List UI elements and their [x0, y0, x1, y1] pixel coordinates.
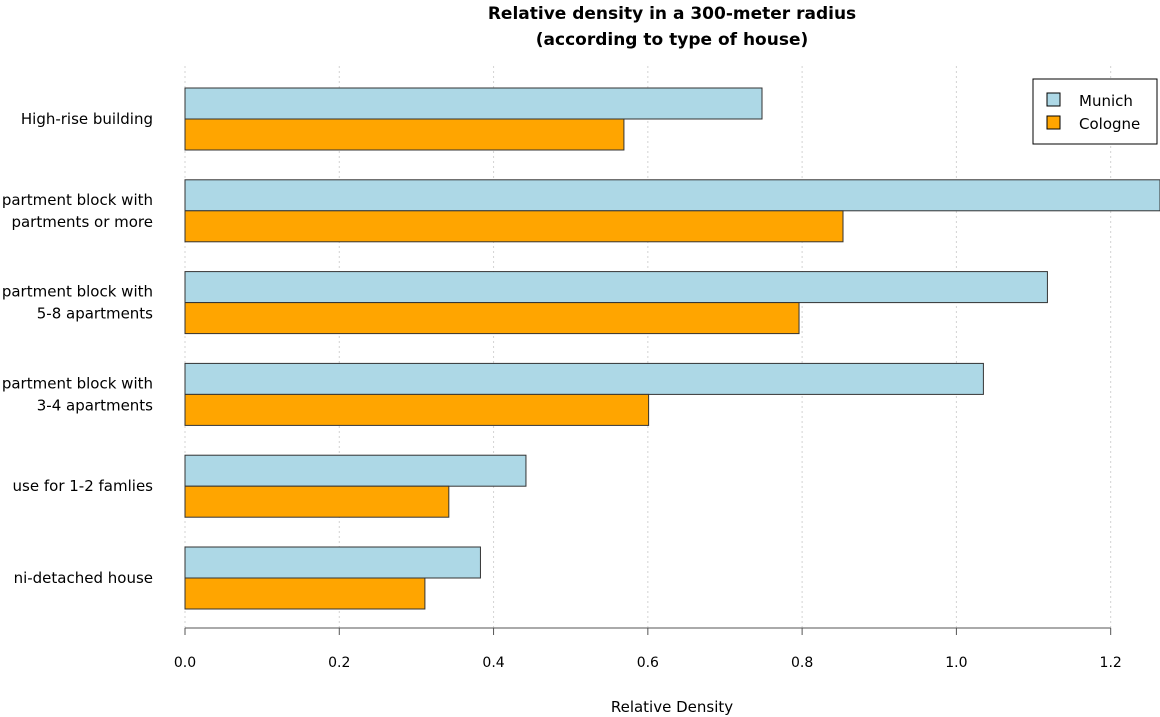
- bar-munich: [184, 87, 763, 120]
- bar-munich: [184, 362, 984, 395]
- x-axis: 0.0 0.2 0.4 0.6 0.8 1.0 1.2: [174, 627, 1122, 671]
- category-label: partment block with: [2, 283, 153, 301]
- category-label: partment block with: [2, 374, 153, 392]
- legend-swatch-munich: [1046, 92, 1061, 107]
- chart-title: Relative density in a 300-meter radius: [488, 4, 856, 24]
- x-tick-label: 0.4: [482, 655, 504, 671]
- legend: Munich Cologne: [1032, 78, 1158, 145]
- bar-munich: [184, 454, 527, 487]
- bar-cologne: [184, 302, 800, 335]
- category-label: 5-8 apartments: [37, 305, 153, 323]
- category-label: partment block with: [2, 191, 153, 209]
- bar-munich: [184, 271, 1048, 304]
- category-label: 3-4 apartments: [37, 396, 153, 414]
- category-label: partments or more: [11, 213, 153, 231]
- x-tick-label: 1.0: [945, 655, 967, 671]
- grid-lines: [184, 66, 1112, 628]
- legend-box: [1032, 78, 1158, 145]
- category-label: ni-detached house: [14, 569, 153, 587]
- legend-label-cologne: Cologne: [1079, 115, 1140, 133]
- category-label: High-rise building: [21, 110, 153, 128]
- bars: [184, 87, 1160, 610]
- x-tick-label: 0.6: [637, 655, 659, 671]
- category-labels: High-rise building partment block with par…: [2, 110, 153, 587]
- x-tick-label: 0.8: [791, 655, 813, 671]
- x-tick-label: 1.2: [1100, 655, 1122, 671]
- legend-label-munich: Munich: [1079, 92, 1133, 110]
- bar-cologne: [184, 485, 450, 518]
- legend-swatch-cologne: [1046, 115, 1061, 130]
- x-tick-label: 0.0: [174, 655, 196, 671]
- bar-cologne: [184, 118, 625, 151]
- x-axis-title: Relative Density: [611, 698, 733, 716]
- bar-cologne: [184, 577, 426, 610]
- bar-cologne: [184, 210, 844, 243]
- bar-cologne: [184, 393, 650, 426]
- bar-munich: [184, 546, 481, 579]
- bar-munich: [184, 179, 1160, 212]
- category-label: use for 1-2 famlies: [13, 477, 154, 495]
- x-tick-label: 0.2: [328, 655, 350, 671]
- chart-subtitle: (according to type of house): [536, 30, 809, 50]
